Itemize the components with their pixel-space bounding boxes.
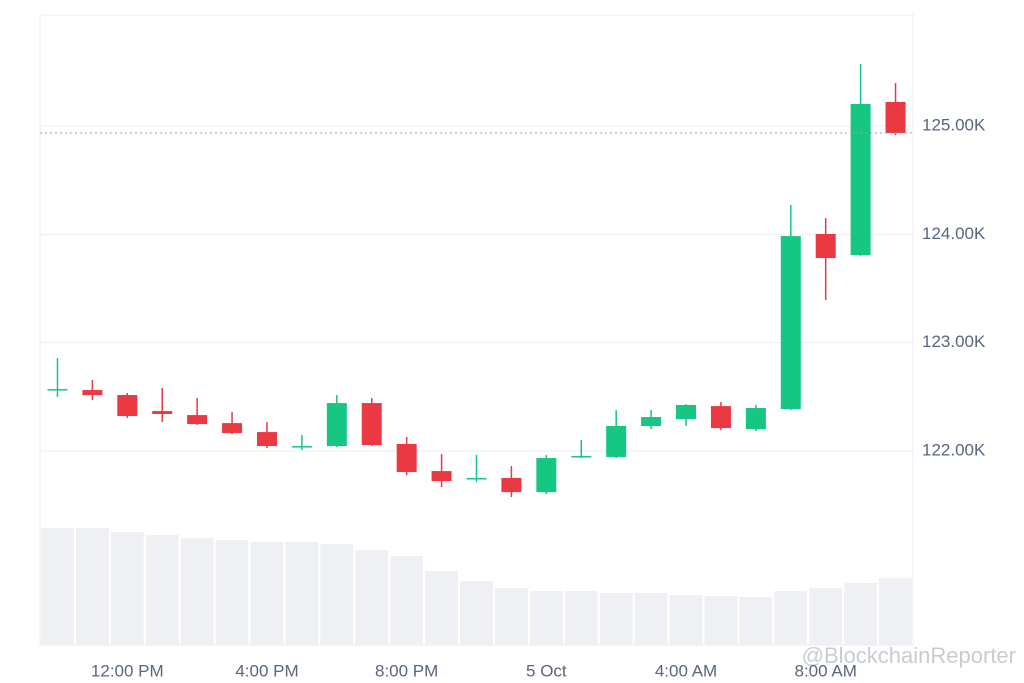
candle-body	[501, 477, 522, 493]
candle-body	[606, 426, 627, 457]
candle-body	[780, 236, 801, 410]
volume-bar	[285, 542, 319, 645]
y-tick-label: 122.00K	[922, 440, 986, 459]
candle-body	[152, 411, 173, 414]
volume-bar	[669, 595, 703, 645]
candle-body	[676, 405, 697, 420]
volume-bar	[844, 583, 878, 645]
candle-body	[710, 406, 731, 429]
volume-bar	[145, 535, 179, 645]
candle-body	[222, 423, 243, 434]
candle-body	[745, 408, 766, 430]
volume-bar	[41, 528, 74, 645]
volume-bar	[774, 591, 808, 645]
candle-body	[361, 403, 382, 446]
x-tick-label: 12:00 PM	[91, 661, 164, 680]
y-tick-label: 124.00K	[922, 224, 986, 243]
x-tick-label: 5 Oct	[526, 661, 567, 680]
candle-body	[641, 417, 662, 427]
volume-bar	[320, 544, 354, 645]
x-tick-label: 8:00 AM	[795, 661, 857, 680]
candle-body	[47, 389, 68, 391]
volume-bar	[355, 550, 389, 645]
watermark: @BlockchainReporter	[802, 643, 1016, 668]
volume-bar	[599, 593, 633, 645]
candle-body	[815, 233, 836, 259]
x-tick-label: 4:00 AM	[655, 661, 717, 680]
x-tick-label: 8:00 PM	[375, 661, 438, 680]
volume-bar	[460, 581, 493, 645]
volume-bar	[494, 588, 528, 645]
x-tick-label: 4:00 PM	[235, 661, 298, 680]
candle-body	[396, 443, 417, 473]
volume-bar	[634, 593, 668, 645]
volume-bar	[425, 571, 459, 645]
y-tick-label: 123.00K	[922, 332, 986, 351]
volume-bar	[809, 588, 843, 645]
volume-bar	[390, 556, 424, 645]
volume-bar	[704, 596, 738, 645]
candle-body	[571, 456, 592, 458]
volume-bar	[879, 578, 912, 645]
volume-bar	[529, 591, 563, 645]
volume-bar	[250, 542, 284, 645]
candle-body	[256, 432, 277, 447]
candle-body	[536, 458, 557, 493]
candle-body	[117, 395, 138, 417]
candle-body	[850, 104, 871, 255]
candle-body	[431, 471, 452, 482]
volume-bar	[564, 591, 598, 645]
volume-bar	[75, 528, 109, 645]
candle-body	[187, 415, 208, 425]
volume-bar	[180, 538, 214, 645]
candle-body	[291, 446, 312, 448]
volume-bar	[110, 532, 144, 645]
candle-body	[326, 403, 347, 447]
candle-body	[885, 101, 906, 134]
volume-bar	[215, 540, 249, 645]
candle-body	[466, 477, 487, 480]
volume-bar	[739, 597, 773, 645]
candle-body	[82, 390, 103, 396]
y-tick-label: 125.00K	[922, 115, 986, 134]
